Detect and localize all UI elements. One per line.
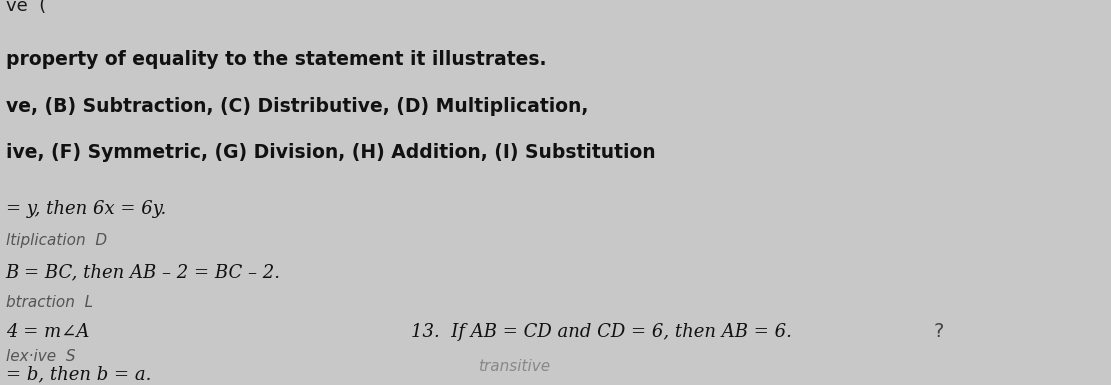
Text: btraction  L: btraction L bbox=[6, 295, 92, 310]
Text: property of equality to the statement it illustrates.: property of equality to the statement it… bbox=[6, 50, 546, 69]
Text: ?: ? bbox=[933, 322, 943, 341]
Text: ve  (: ve ( bbox=[6, 0, 46, 15]
Text: ltiplication  D: ltiplication D bbox=[6, 233, 107, 248]
Text: = y, then 6x = 6y.: = y, then 6x = 6y. bbox=[6, 199, 166, 218]
Text: B = BC, then AB – 2 = BC – 2.: B = BC, then AB – 2 = BC – 2. bbox=[6, 263, 281, 281]
Text: 4 = m∠A: 4 = m∠A bbox=[6, 323, 89, 341]
Text: transitive: transitive bbox=[478, 359, 550, 374]
Text: = b, then b = a.: = b, then b = a. bbox=[6, 365, 151, 383]
Text: 13.  If AB = CD and CD = 6, then AB = 6.: 13. If AB = CD and CD = 6, then AB = 6. bbox=[411, 323, 792, 341]
Text: ve, (B) Subtraction, (C) Distributive, (D) Multiplication,: ve, (B) Subtraction, (C) Distributive, (… bbox=[6, 97, 588, 116]
Text: ive, (F) Symmetric, (G) Division, (H) Addition, (I) Substitution: ive, (F) Symmetric, (G) Division, (H) Ad… bbox=[6, 143, 655, 162]
Text: lex·ive  S: lex·ive S bbox=[6, 349, 76, 364]
